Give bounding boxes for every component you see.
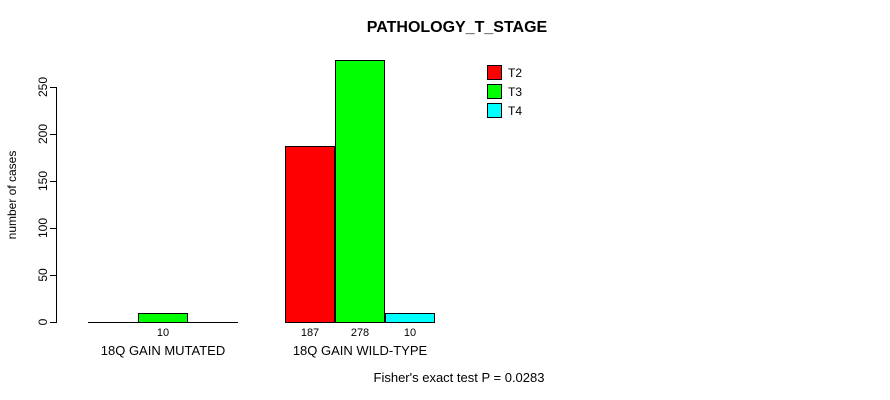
y-tick-label: 250 — [36, 76, 50, 98]
category-label: 18Q GAIN MUTATED — [100, 343, 226, 358]
y-tick — [50, 181, 57, 182]
y-axis-label: number of cases — [5, 150, 19, 240]
y-tick — [50, 275, 57, 276]
legend-label: T4 — [508, 103, 523, 118]
bar-value-label: 10 — [403, 327, 417, 339]
y-tick — [50, 322, 57, 323]
bar-value-label: 10 — [156, 327, 170, 339]
legend-swatch-t3 — [487, 84, 502, 99]
legend-label: T2 — [508, 65, 523, 80]
bar-value-label: 187 — [300, 327, 320, 339]
y-tick-label: 0 — [36, 318, 50, 326]
y-tick — [50, 228, 57, 229]
y-tick-label: 200 — [36, 123, 50, 145]
y-tick-label: 150 — [36, 170, 50, 192]
annotation-text: Fisher's exact test P = 0.0283 — [373, 370, 545, 385]
bar-t3-group2 — [335, 60, 385, 323]
legend-row: T4 — [487, 101, 522, 120]
chart-title: PATHOLOGY_T_STAGE — [366, 19, 548, 36]
bar-t3-group1 — [138, 313, 188, 323]
y-tick-label: 100 — [36, 217, 50, 239]
bar-value-label: 278 — [350, 327, 370, 339]
legend-label: T3 — [508, 84, 523, 99]
legend-row: T3 — [487, 82, 522, 101]
legend-swatch-t2 — [487, 65, 502, 80]
bar-t2-group2 — [285, 146, 335, 323]
legend-swatch-t4 — [487, 103, 502, 118]
y-tick-label: 50 — [36, 268, 50, 282]
legend: T2 T3 T4 — [487, 63, 522, 120]
y-tick — [50, 87, 57, 88]
legend-row: T2 — [487, 63, 522, 82]
bar-t4-group2 — [385, 313, 435, 323]
y-tick — [50, 134, 57, 135]
category-label: 18Q GAIN WILD-TYPE — [292, 343, 428, 358]
y-axis-line — [56, 87, 57, 323]
